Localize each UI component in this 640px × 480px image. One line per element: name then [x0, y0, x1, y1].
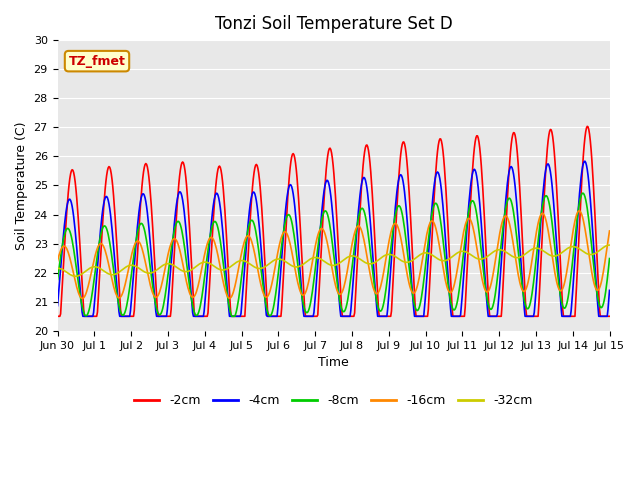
- -8cm: [401, 231, 409, 237]
- -16cm: [605, 228, 613, 234]
- -2cm: [417, 313, 424, 319]
- -8cm: [63, 226, 71, 231]
- -4cm: [401, 196, 409, 202]
- Text: TZ_fmet: TZ_fmet: [68, 55, 125, 68]
- -2cm: [63, 199, 71, 204]
- Line: -16cm: -16cm: [58, 211, 609, 299]
- -32cm: [605, 242, 613, 248]
- Title: Tonzi Soil Temperature Set D: Tonzi Soil Temperature Set D: [214, 15, 452, 33]
- -32cm: [417, 251, 425, 257]
- -16cm: [177, 253, 185, 259]
- -8cm: [417, 295, 425, 300]
- -2cm: [605, 313, 613, 319]
- -4cm: [605, 288, 613, 293]
- -4cm: [79, 313, 86, 319]
- -4cm: [63, 201, 71, 206]
- -32cm: [177, 267, 185, 273]
- Line: -32cm: -32cm: [58, 245, 609, 276]
- X-axis label: Time: Time: [318, 356, 349, 369]
- -2cm: [584, 123, 591, 129]
- -16cm: [417, 263, 425, 268]
- -16cm: [121, 282, 129, 288]
- -4cm: [207, 231, 214, 237]
- -32cm: [54, 265, 61, 271]
- -32cm: [63, 270, 71, 276]
- Line: -2cm: -2cm: [58, 126, 609, 316]
- -4cm: [581, 158, 589, 164]
- -16cm: [401, 261, 409, 266]
- -8cm: [579, 190, 586, 196]
- -32cm: [207, 261, 214, 266]
- -16cm: [576, 208, 584, 214]
- -32cm: [121, 264, 129, 270]
- -4cm: [54, 303, 61, 309]
- -8cm: [605, 256, 613, 262]
- -16cm: [54, 258, 61, 264]
- -16cm: [78, 296, 86, 301]
- -2cm: [177, 167, 184, 173]
- -16cm: [63, 248, 71, 253]
- -8cm: [177, 222, 184, 228]
- -8cm: [120, 311, 128, 317]
- -4cm: [121, 313, 129, 319]
- -32cm: [72, 274, 80, 279]
- -2cm: [205, 283, 213, 288]
- Y-axis label: Soil Temperature (C): Soil Temperature (C): [15, 121, 28, 250]
- -8cm: [205, 237, 213, 242]
- Legend: -2cm, -4cm, -8cm, -16cm, -32cm: -2cm, -4cm, -8cm, -16cm, -32cm: [129, 389, 538, 412]
- -2cm: [120, 313, 128, 319]
- Line: -4cm: -4cm: [58, 161, 609, 316]
- -4cm: [177, 191, 185, 196]
- -32cm: [401, 259, 409, 265]
- -16cm: [207, 235, 214, 240]
- -8cm: [54, 276, 61, 282]
- Line: -8cm: -8cm: [58, 193, 609, 316]
- -8cm: [228, 313, 236, 319]
- -2cm: [54, 313, 61, 319]
- -4cm: [417, 313, 425, 319]
- -2cm: [401, 141, 408, 146]
